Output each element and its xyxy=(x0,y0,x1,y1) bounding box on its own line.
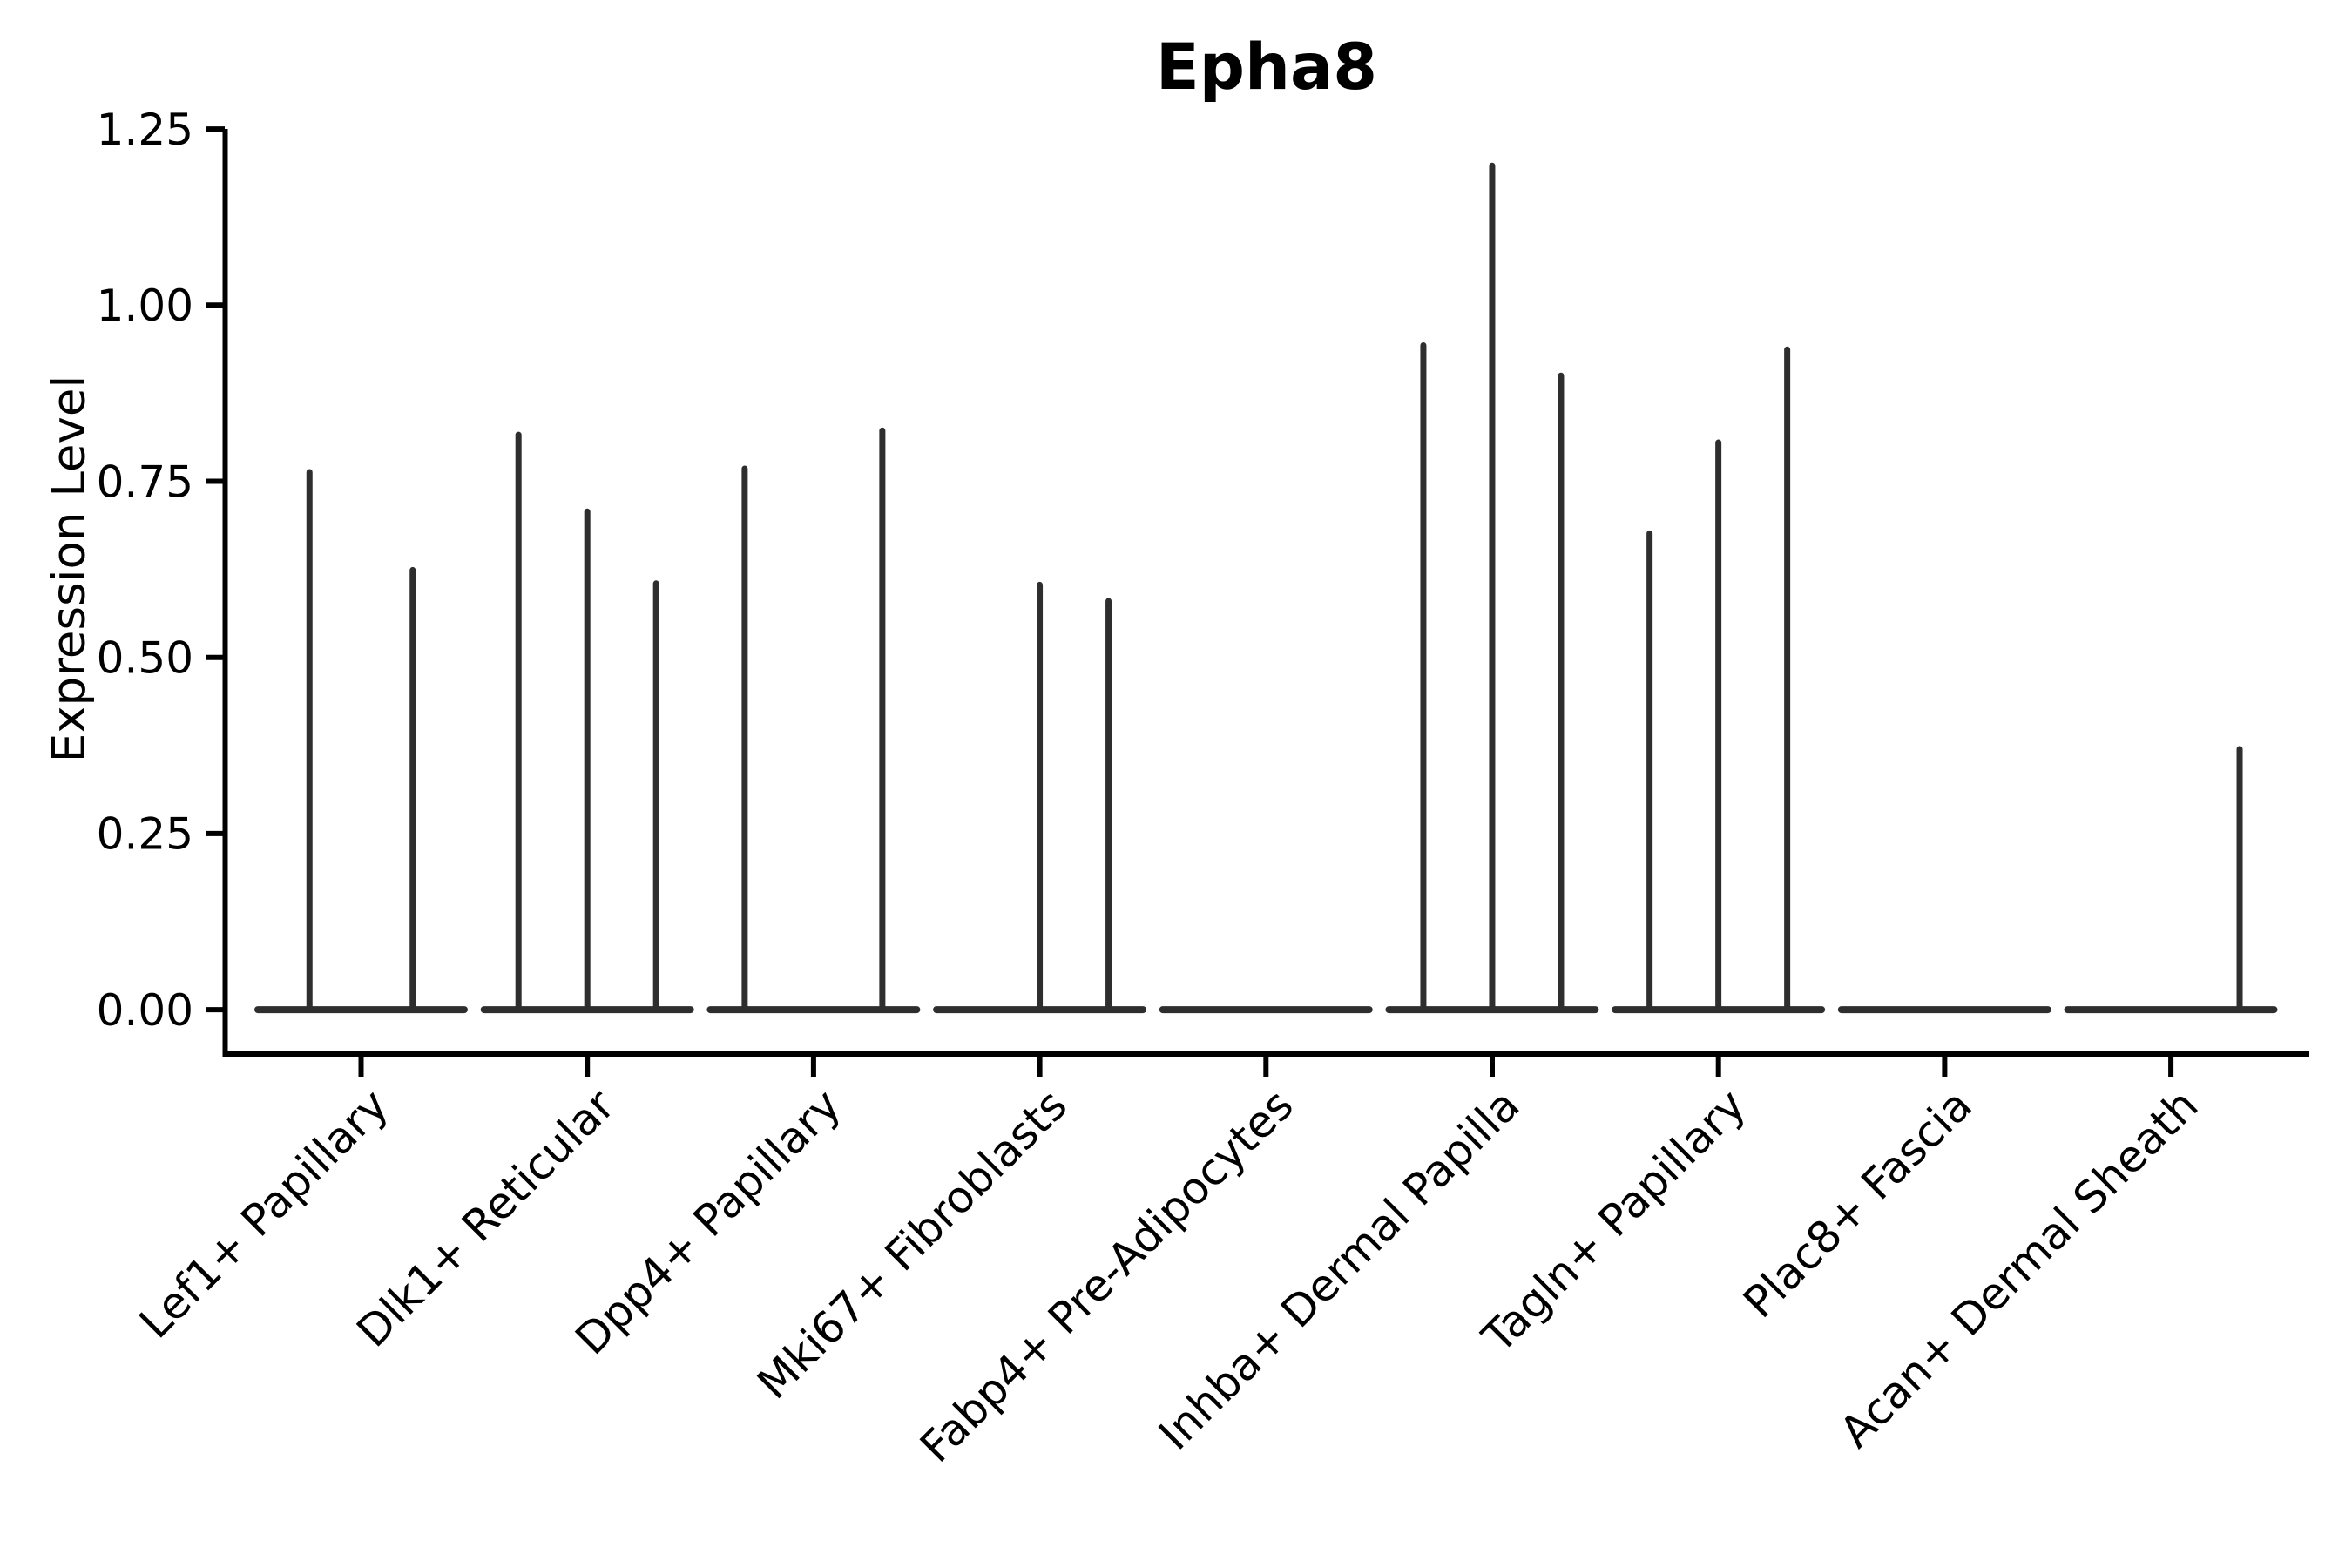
y-tick-label: 0.50 xyxy=(97,632,193,683)
x-tick-label-acan: Acan+ Dermal Sheath xyxy=(1830,1079,2208,1457)
y-axis-ticks xyxy=(206,126,225,1013)
violin-series xyxy=(254,162,2278,1014)
x-tick-label-fabp4: Fabp4+ Pre-Adipocytes xyxy=(910,1079,1303,1472)
y-axis-tick-labels: 1.25 1.00 0.75 0.50 0.25 0.00 xyxy=(97,105,193,1036)
y-tick-label: 0.00 xyxy=(97,985,193,1036)
y-tick-label: 0.75 xyxy=(97,456,193,507)
x-tick-label-plac8: Plac8+ Fascia xyxy=(1734,1079,1982,1328)
x-tick-label-inhba: Inhba+ Dermal Papilla xyxy=(1149,1079,1529,1459)
y-tick-label: 1.25 xyxy=(97,105,193,155)
x-tick-label-lef1: Lef1+ Papillary xyxy=(130,1079,398,1348)
chart-title: Epha8 xyxy=(1156,30,1377,105)
y-tick-label: 1.00 xyxy=(97,280,193,331)
y-tick-label: 0.25 xyxy=(97,809,193,860)
y-axis-label: Expression Level xyxy=(43,375,96,762)
x-axis-tick-labels: Lef1+ Papillary Dlk1+ Reticular Dpp4+ Pa… xyxy=(130,1079,2208,1472)
x-axis-ticks xyxy=(358,1054,2174,1077)
